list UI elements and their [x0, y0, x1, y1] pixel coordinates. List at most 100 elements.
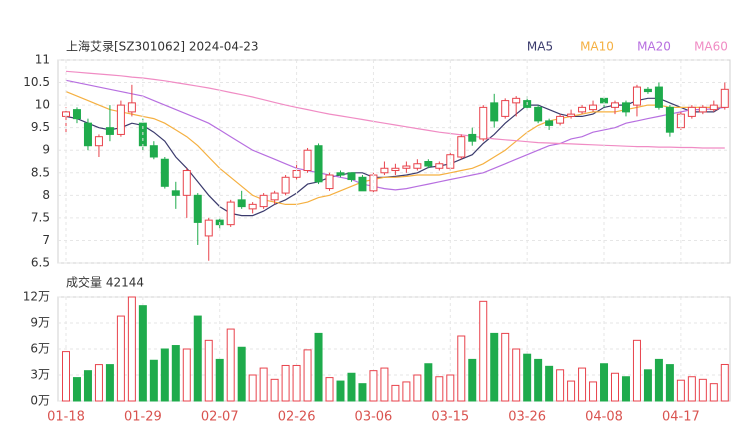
candle-body: [182, 170, 191, 196]
x-tick-label: 01-29: [124, 410, 162, 425]
volume-bar: [347, 372, 356, 402]
ma-line: [65, 79, 725, 191]
candle-body: [468, 133, 477, 142]
volume-bar: [237, 346, 246, 402]
y-tick-label: 12万: [23, 290, 50, 304]
volume-bar: [501, 332, 510, 402]
y-tick-label: 0万: [30, 394, 50, 408]
volume-bar: [62, 351, 70, 402]
volume-bar: [94, 364, 103, 402]
price-frame: [57, 59, 731, 264]
candle-body: [687, 106, 696, 117]
candle-body: [402, 165, 411, 169]
volume-bar: [270, 378, 279, 402]
candle-body: [314, 145, 323, 183]
candle-body: [424, 161, 433, 167]
candle-body: [149, 145, 158, 158]
volume-bar: [369, 370, 378, 402]
volume-bar: [512, 348, 521, 402]
candle-body: [83, 122, 92, 147]
volume-bar: [83, 370, 92, 402]
volume-bar: [105, 364, 114, 402]
y-tick-label: 10.5: [23, 75, 50, 89]
volume-bar: [413, 374, 422, 402]
chart-title: 上海艾录[SZ301062] 2024-04-23: [66, 39, 259, 54]
volume-bar: [665, 364, 674, 402]
x-tick-label: 02-26: [278, 410, 316, 425]
volume-bar: [479, 300, 488, 402]
volume-bar: [567, 380, 576, 402]
volume-bar: [314, 332, 323, 402]
volume-bar: [303, 349, 312, 402]
candle-body: [665, 106, 674, 133]
volume-bar: [534, 358, 543, 402]
y-tick-label: 11: [35, 53, 50, 67]
x-tick-label: 03-26: [508, 410, 546, 425]
y-tick-label: 7: [42, 233, 50, 247]
candle-body: [621, 102, 630, 113]
candle-body: [237, 199, 246, 208]
x-tick-label: 01-18: [47, 410, 85, 425]
candle-body: [171, 190, 180, 196]
candle-body: [643, 88, 652, 93]
candle-body: [248, 203, 257, 210]
volume-bar: [643, 369, 652, 402]
volume-bar: [72, 377, 81, 402]
candle-body: [160, 158, 169, 187]
candle-body: [698, 106, 707, 113]
volume-bar: [171, 345, 180, 402]
volume-bar: [281, 364, 290, 402]
volume-bar: [116, 315, 125, 402]
volume-bar: [325, 377, 334, 402]
legend-label: MA60: [694, 40, 728, 54]
candle-body: [358, 176, 367, 192]
volume-bar: [611, 372, 619, 402]
candle-body: [589, 104, 598, 111]
candle-body: [105, 127, 114, 135]
candle-body: [347, 172, 356, 181]
candle-body: [479, 106, 488, 140]
volume-bar: [468, 358, 477, 402]
candle-body: [611, 102, 619, 108]
candle-body: [270, 192, 279, 201]
y-tick-label: 8: [42, 188, 50, 202]
volume-bar: [292, 364, 301, 402]
y-tick-label: 9.5: [31, 120, 50, 134]
legend-label: MA10: [580, 40, 614, 54]
volume-bar: [215, 358, 224, 402]
candle-body: [259, 194, 268, 208]
volume-bar: [402, 381, 411, 402]
candle-body: [127, 102, 136, 113]
y-tick-label: 6万: [30, 342, 50, 356]
candle-body: [534, 106, 543, 122]
ma-line: [65, 70, 725, 149]
candle-body: [720, 88, 729, 108]
x-tick-label: 04-08: [585, 410, 623, 425]
volume-bar: [182, 348, 191, 402]
volume-bar: [621, 376, 630, 402]
candle-body: [413, 163, 422, 169]
legend-label: MA5: [527, 40, 553, 54]
candle-body: [578, 106, 587, 113]
volume-bar: [720, 363, 729, 402]
candle-body: [116, 104, 125, 135]
volume-bar: [578, 367, 587, 402]
y-tick-label: 3万: [30, 368, 50, 382]
volume-bar: [600, 363, 609, 402]
y-tick-label: 9: [42, 143, 50, 157]
volume-bar: [435, 376, 444, 402]
volume-bar: [589, 381, 598, 402]
candle-body: [490, 102, 499, 122]
volume-bar: [336, 380, 345, 402]
y-tick-label: 9万: [30, 316, 50, 330]
volume-bar: [127, 296, 136, 402]
candle-body: [435, 163, 444, 169]
volume-bar: [424, 363, 433, 402]
legend-label: MA20: [637, 40, 671, 54]
y-tick-label: 7.5: [31, 210, 50, 224]
y-tick-label: 6.5: [31, 256, 50, 270]
candle-body: [567, 113, 576, 117]
volume-bar: [160, 348, 169, 402]
candle-body: [632, 86, 641, 106]
